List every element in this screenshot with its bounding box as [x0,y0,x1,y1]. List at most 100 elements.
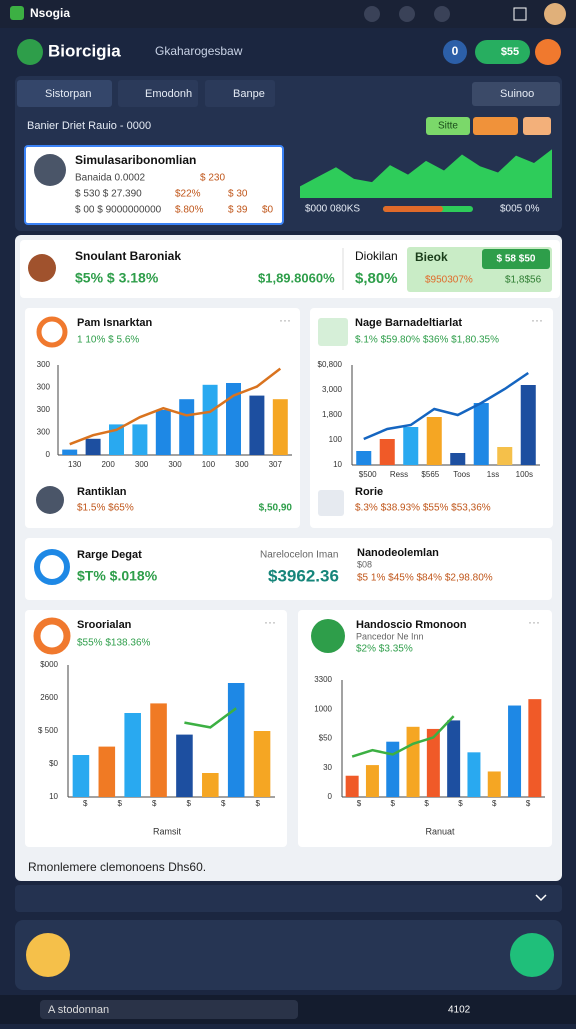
dropdown[interactable] [472,82,560,106]
avatar [34,154,66,186]
bar [62,449,78,455]
tab[interactable] [17,80,112,107]
pill-button[interactable] [475,40,530,64]
status-icon [364,6,380,22]
bar [403,427,419,465]
y-tick-label: 300 [37,383,51,392]
chart-title: Sroorialan [77,619,132,631]
bar [124,713,141,797]
bar [227,683,245,797]
x-tick-label: $ [424,799,429,808]
bar [467,752,481,797]
bar [426,417,442,465]
bar [379,439,395,465]
avatar[interactable] [535,39,561,65]
menu-dots[interactable]: ··· [528,615,540,629]
pill[interactable] [473,117,518,135]
y-tick-label: 3,000 [322,385,343,394]
bar [109,424,124,455]
card-title: Simulasaribonomlian [75,153,196,167]
bar [426,728,440,797]
x-tick-label: 130 [68,460,82,469]
summary-card [24,145,284,225]
x-tick-label: Toos [453,470,470,479]
taskbar-search-text[interactable]: A stodonnan [48,1004,109,1016]
subheader: Banier Driet Rauio - 0000 [27,120,151,132]
bar [356,451,372,465]
bottom-card [15,920,562,990]
x-tick-label: $ [391,799,396,808]
box-button[interactable] [482,249,550,269]
x-tick-label: $ [492,799,497,808]
bar [132,424,148,455]
icon [311,619,345,653]
dropdown-label[interactable]: Suinoo [500,88,534,100]
menu-dots[interactable]: ··· [264,615,276,629]
y-tick-label: 30 [323,763,332,772]
chart-subtitle: $2% $3.35% [356,644,413,655]
bar [345,775,359,797]
line [363,371,529,441]
action-button[interactable] [510,933,554,977]
avatar[interactable] [17,39,43,65]
bar [253,731,271,797]
tab[interactable] [118,80,198,107]
card-text: $ 530 $ 27.390 [75,189,142,200]
chart-subtitle: 1 10% $ 5.6% [77,335,139,346]
tab-label[interactable]: Sistorpan [45,88,91,100]
card-text: $.80% [175,205,203,216]
avatar [36,486,64,514]
app-icon [10,6,24,20]
status-icon [434,6,450,22]
menu-dots[interactable]: ··· [531,313,543,327]
collapse-bar[interactable] [15,885,562,912]
avatar[interactable] [544,3,566,25]
x-tick-label: 200 [101,460,115,469]
status-icon [513,7,527,21]
x-tick-label: $ [152,799,157,808]
chart-title: Pam Isnarktan [77,317,152,329]
trend-label: $005 0% [500,204,540,215]
card-text: $22% [175,189,201,200]
status-bar [0,0,576,28]
badge-button[interactable] [443,40,467,64]
chart-subtitle: $.1% $59.80% $36% $1,80.35% [355,335,499,346]
x-axis-title: Ranuat [425,826,455,836]
footer-value: $,50,90 [259,503,293,514]
box-value: $1,8$56 [505,275,542,286]
badge: 0 [452,44,459,58]
card-text: $ 230 [200,173,225,184]
footer-stats: $1.5% $65% [77,503,134,514]
pill[interactable] [426,117,470,135]
y-tick-label: 300 [37,428,51,437]
y-tick-label: $50 [319,734,333,743]
card-text: $ 39 [228,205,248,216]
status-icon [399,6,415,22]
button-label: $ 58 $50 [497,254,536,265]
info-card [25,538,552,600]
chevron [535,894,547,902]
line [69,367,282,446]
tab[interactable] [205,80,275,107]
bar [365,765,379,797]
footer-name: Rantiklan [77,486,127,498]
box-title: Bieok [415,250,448,264]
info-title: Nanodeolemlan [357,547,439,559]
pill[interactable] [523,117,551,135]
search-field[interactable]: Gkaharogesbaw [155,44,243,58]
menu-dots[interactable]: ··· [279,313,291,327]
bar [155,410,171,455]
info-stats: $5 1% $45% $84% $2,98.80% [357,573,493,584]
x-tick-label: $ [458,799,463,808]
tab-label[interactable]: Banpe [233,88,265,100]
y-tick-label: 0 [46,450,51,459]
x-tick-label: $ [526,799,531,808]
donut-icon [36,316,68,348]
taskbar-search[interactable] [40,1000,298,1019]
action-button[interactable] [26,933,70,977]
tab-label[interactable]: Emodonh [145,88,192,100]
y-tick-label: 3300 [314,675,332,684]
x-tick-label: $ [221,799,226,808]
y-tick-label: 300 [37,360,51,369]
